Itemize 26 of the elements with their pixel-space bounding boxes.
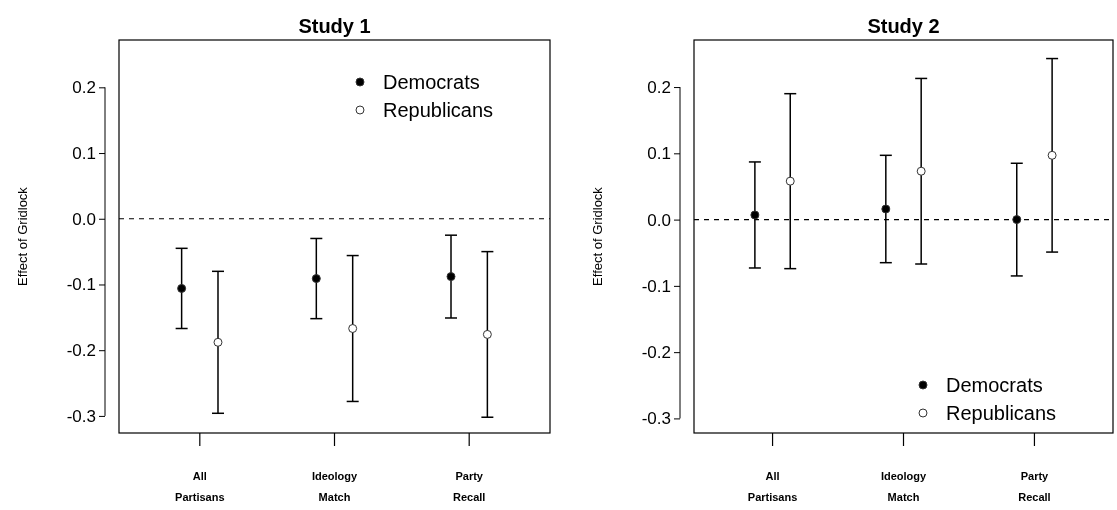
- y-tick-label: 0.0: [647, 210, 671, 230]
- y-axis-title: Effect of Gridlock: [15, 186, 30, 286]
- y-tick-label: -0.3: [641, 409, 671, 429]
- x-tick-label: All Partisans: [747, 470, 798, 503]
- chart-title: Study 2: [867, 15, 940, 37]
- legend-label: Democrats: [383, 71, 480, 93]
- y-tick-label: -0.2: [66, 341, 96, 361]
- y-axis-title: Effect of Gridlock: [590, 186, 605, 286]
- y-tick-label: 0.1: [647, 144, 671, 164]
- x-tick-label: All Partisans: [175, 470, 225, 503]
- legend-label: Republicans: [946, 402, 1057, 424]
- y-tick-label: -0.1: [641, 276, 671, 296]
- y-tick-label: 0.1: [72, 143, 96, 163]
- chart-title: Study 1: [298, 15, 371, 37]
- x-tick-label: Ideology Match: [880, 470, 927, 503]
- y-tick-label: -0.1: [66, 275, 96, 295]
- y-tick-label: -0.2: [641, 343, 671, 363]
- legend-label: Republicans: [383, 99, 494, 121]
- x-tick-label: Party Recall: [1018, 470, 1051, 503]
- legend-label: Democrats: [946, 374, 1043, 396]
- y-tick-label: -0.3: [66, 406, 96, 426]
- y-tick-label: 0.0: [72, 209, 96, 229]
- x-tick-label: Ideology Match: [311, 470, 358, 503]
- x-tick-label: Party Recall: [452, 470, 486, 503]
- y-tick-label: 0.2: [72, 78, 96, 98]
- y-tick-label: 0.2: [647, 77, 671, 97]
